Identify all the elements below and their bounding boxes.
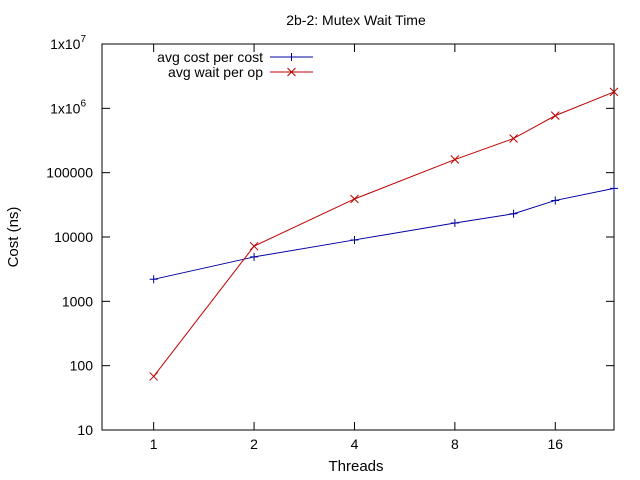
x-tick-label: 16 (547, 436, 563, 452)
x-tick-label: 4 (351, 436, 359, 452)
data-point-plus (350, 235, 359, 244)
data-point-cross (550, 111, 560, 120)
y-tick-label: 10 (77, 422, 93, 438)
data-point-cross (287, 67, 296, 77)
data-point-plus (149, 275, 158, 284)
data-point-cross (450, 155, 460, 164)
y-tick-label: 100 (70, 358, 94, 374)
y-tick-label: 1x107 (50, 34, 86, 52)
series-1 (149, 184, 618, 284)
plot-frame (101, 43, 615, 431)
y-tick-label: 1x106 (50, 98, 86, 116)
legend-label: avg cost per cost (157, 49, 263, 65)
data-point-cross (149, 372, 159, 381)
data-point-cross (509, 134, 518, 143)
x-tick-label: 1 (150, 436, 158, 452)
x-tick-label: 8 (451, 436, 459, 452)
chart-title: 2b-2: Mutex Wait Time (286, 12, 426, 28)
data-point-cross (249, 241, 259, 251)
y-tick-label: 100000 (46, 165, 93, 181)
data-point-plus (610, 184, 618, 193)
series-layer (149, 87, 619, 381)
x-axis-label: Threads (328, 458, 383, 475)
legend-label: avg wait per op (168, 64, 263, 80)
y-axis-label: Cost (ns) (5, 207, 22, 268)
y-tick-exponent: 7 (80, 34, 86, 45)
data-point-plus (551, 196, 560, 205)
y-tick-label: 10000 (54, 229, 93, 245)
y-axis: 10 100 1000 10000 100000 1x106 1x107 (46, 34, 614, 438)
x-axis: 1 2 4 8 16 (150, 44, 563, 452)
data-point-cross (350, 194, 359, 204)
data-point-plus (250, 252, 259, 261)
series-line (153, 91, 615, 377)
series-2 (149, 87, 619, 381)
x-tick-label: 2 (250, 436, 258, 452)
data-point-plus (287, 53, 296, 61)
data-point-plus (509, 209, 518, 218)
series-line (153, 187, 615, 280)
data-point-cross (609, 87, 619, 97)
y-tick-label: 1000 (62, 293, 93, 309)
data-point-plus (450, 219, 459, 228)
y-tick-exponent: 6 (80, 98, 86, 109)
